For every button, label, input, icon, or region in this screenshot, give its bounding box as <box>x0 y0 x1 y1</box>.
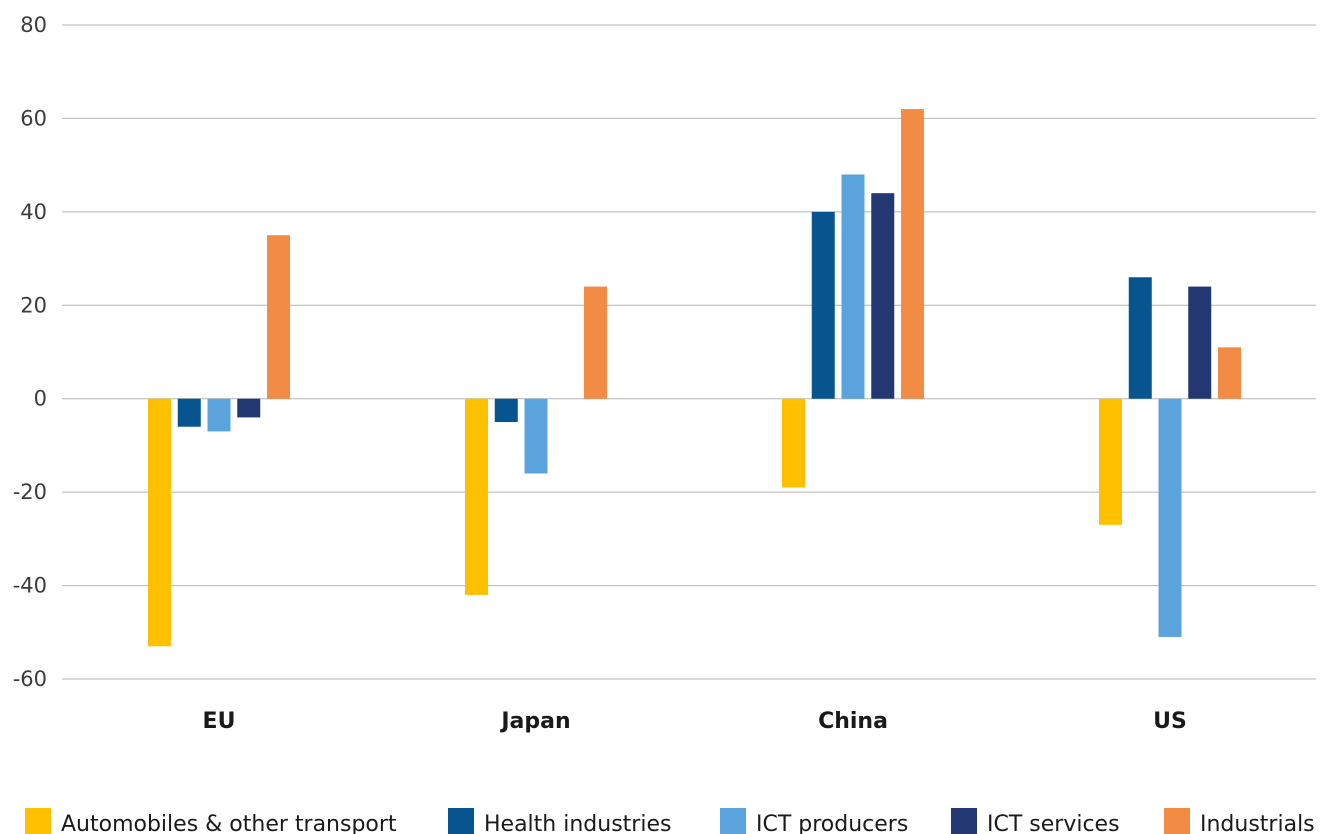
y-tick-label: 0 <box>34 387 47 411</box>
legend-item-4: Industrials <box>1164 808 1315 834</box>
legend: Automobiles & other transport Health indu… <box>25 808 1315 834</box>
bar-china-0 <box>782 398 805 488</box>
y-tick-label: -20 <box>13 480 47 504</box>
y-tick-label: 80 <box>20 13 47 37</box>
legend-swatch <box>25 808 51 834</box>
legend-item-2: ICT producers <box>720 808 908 834</box>
y-tick-label: 20 <box>20 293 47 317</box>
y-tick-label: 60 <box>20 106 47 130</box>
y-tick-label: 40 <box>20 200 47 224</box>
grid-layer <box>62 24 1316 680</box>
bar-china-3 <box>871 193 895 399</box>
legend-item-0: Automobiles & other transport <box>25 808 397 834</box>
y-axis-ticks: 80 60 40 20 0 -20 -40 -60 <box>13 13 47 691</box>
legend-label: ICT services <box>987 812 1120 834</box>
legend-swatch <box>448 808 474 834</box>
bar-eu-1 <box>177 398 201 427</box>
category-label-china: China <box>818 709 888 734</box>
legend-label: Health industries <box>484 812 671 834</box>
bar-japan-0 <box>465 398 488 595</box>
x-axis-categories: EU Japan China US <box>203 709 1187 734</box>
bar-eu-3 <box>237 398 261 418</box>
category-label-eu: EU <box>203 709 236 734</box>
bar-china-2 <box>841 174 865 399</box>
legend-label: Industrials <box>1200 812 1315 834</box>
bar-japan-2 <box>524 398 548 474</box>
legend-label: ICT producers <box>756 812 908 834</box>
bar-us-3 <box>1188 286 1212 399</box>
legend-label: Automobiles & other transport <box>61 812 397 834</box>
legend-item-3: ICT services <box>951 808 1120 834</box>
bar-eu-2 <box>207 398 231 432</box>
bar-china-1 <box>811 211 835 399</box>
legend-swatch <box>951 808 977 834</box>
bars <box>148 109 1241 647</box>
y-tick-label: -40 <box>13 574 47 598</box>
bar-china-4 <box>901 109 924 399</box>
bar-us-4 <box>1218 347 1241 399</box>
bar-eu-0 <box>148 398 171 647</box>
bar-us-1 <box>1128 277 1152 399</box>
bar-us-2 <box>1158 398 1182 637</box>
category-label-japan: Japan <box>499 709 570 734</box>
bar-us-0 <box>1099 398 1122 525</box>
bar-eu-4 <box>267 235 290 399</box>
y-tick-label: -60 <box>13 667 47 691</box>
bar-japan-1 <box>494 398 518 423</box>
legend-swatch <box>1164 808 1190 834</box>
legend-item-1: Health industries <box>448 808 671 834</box>
legend-swatch <box>720 808 746 834</box>
bar-japan-4 <box>584 286 607 399</box>
category-label-us: US <box>1153 709 1187 734</box>
